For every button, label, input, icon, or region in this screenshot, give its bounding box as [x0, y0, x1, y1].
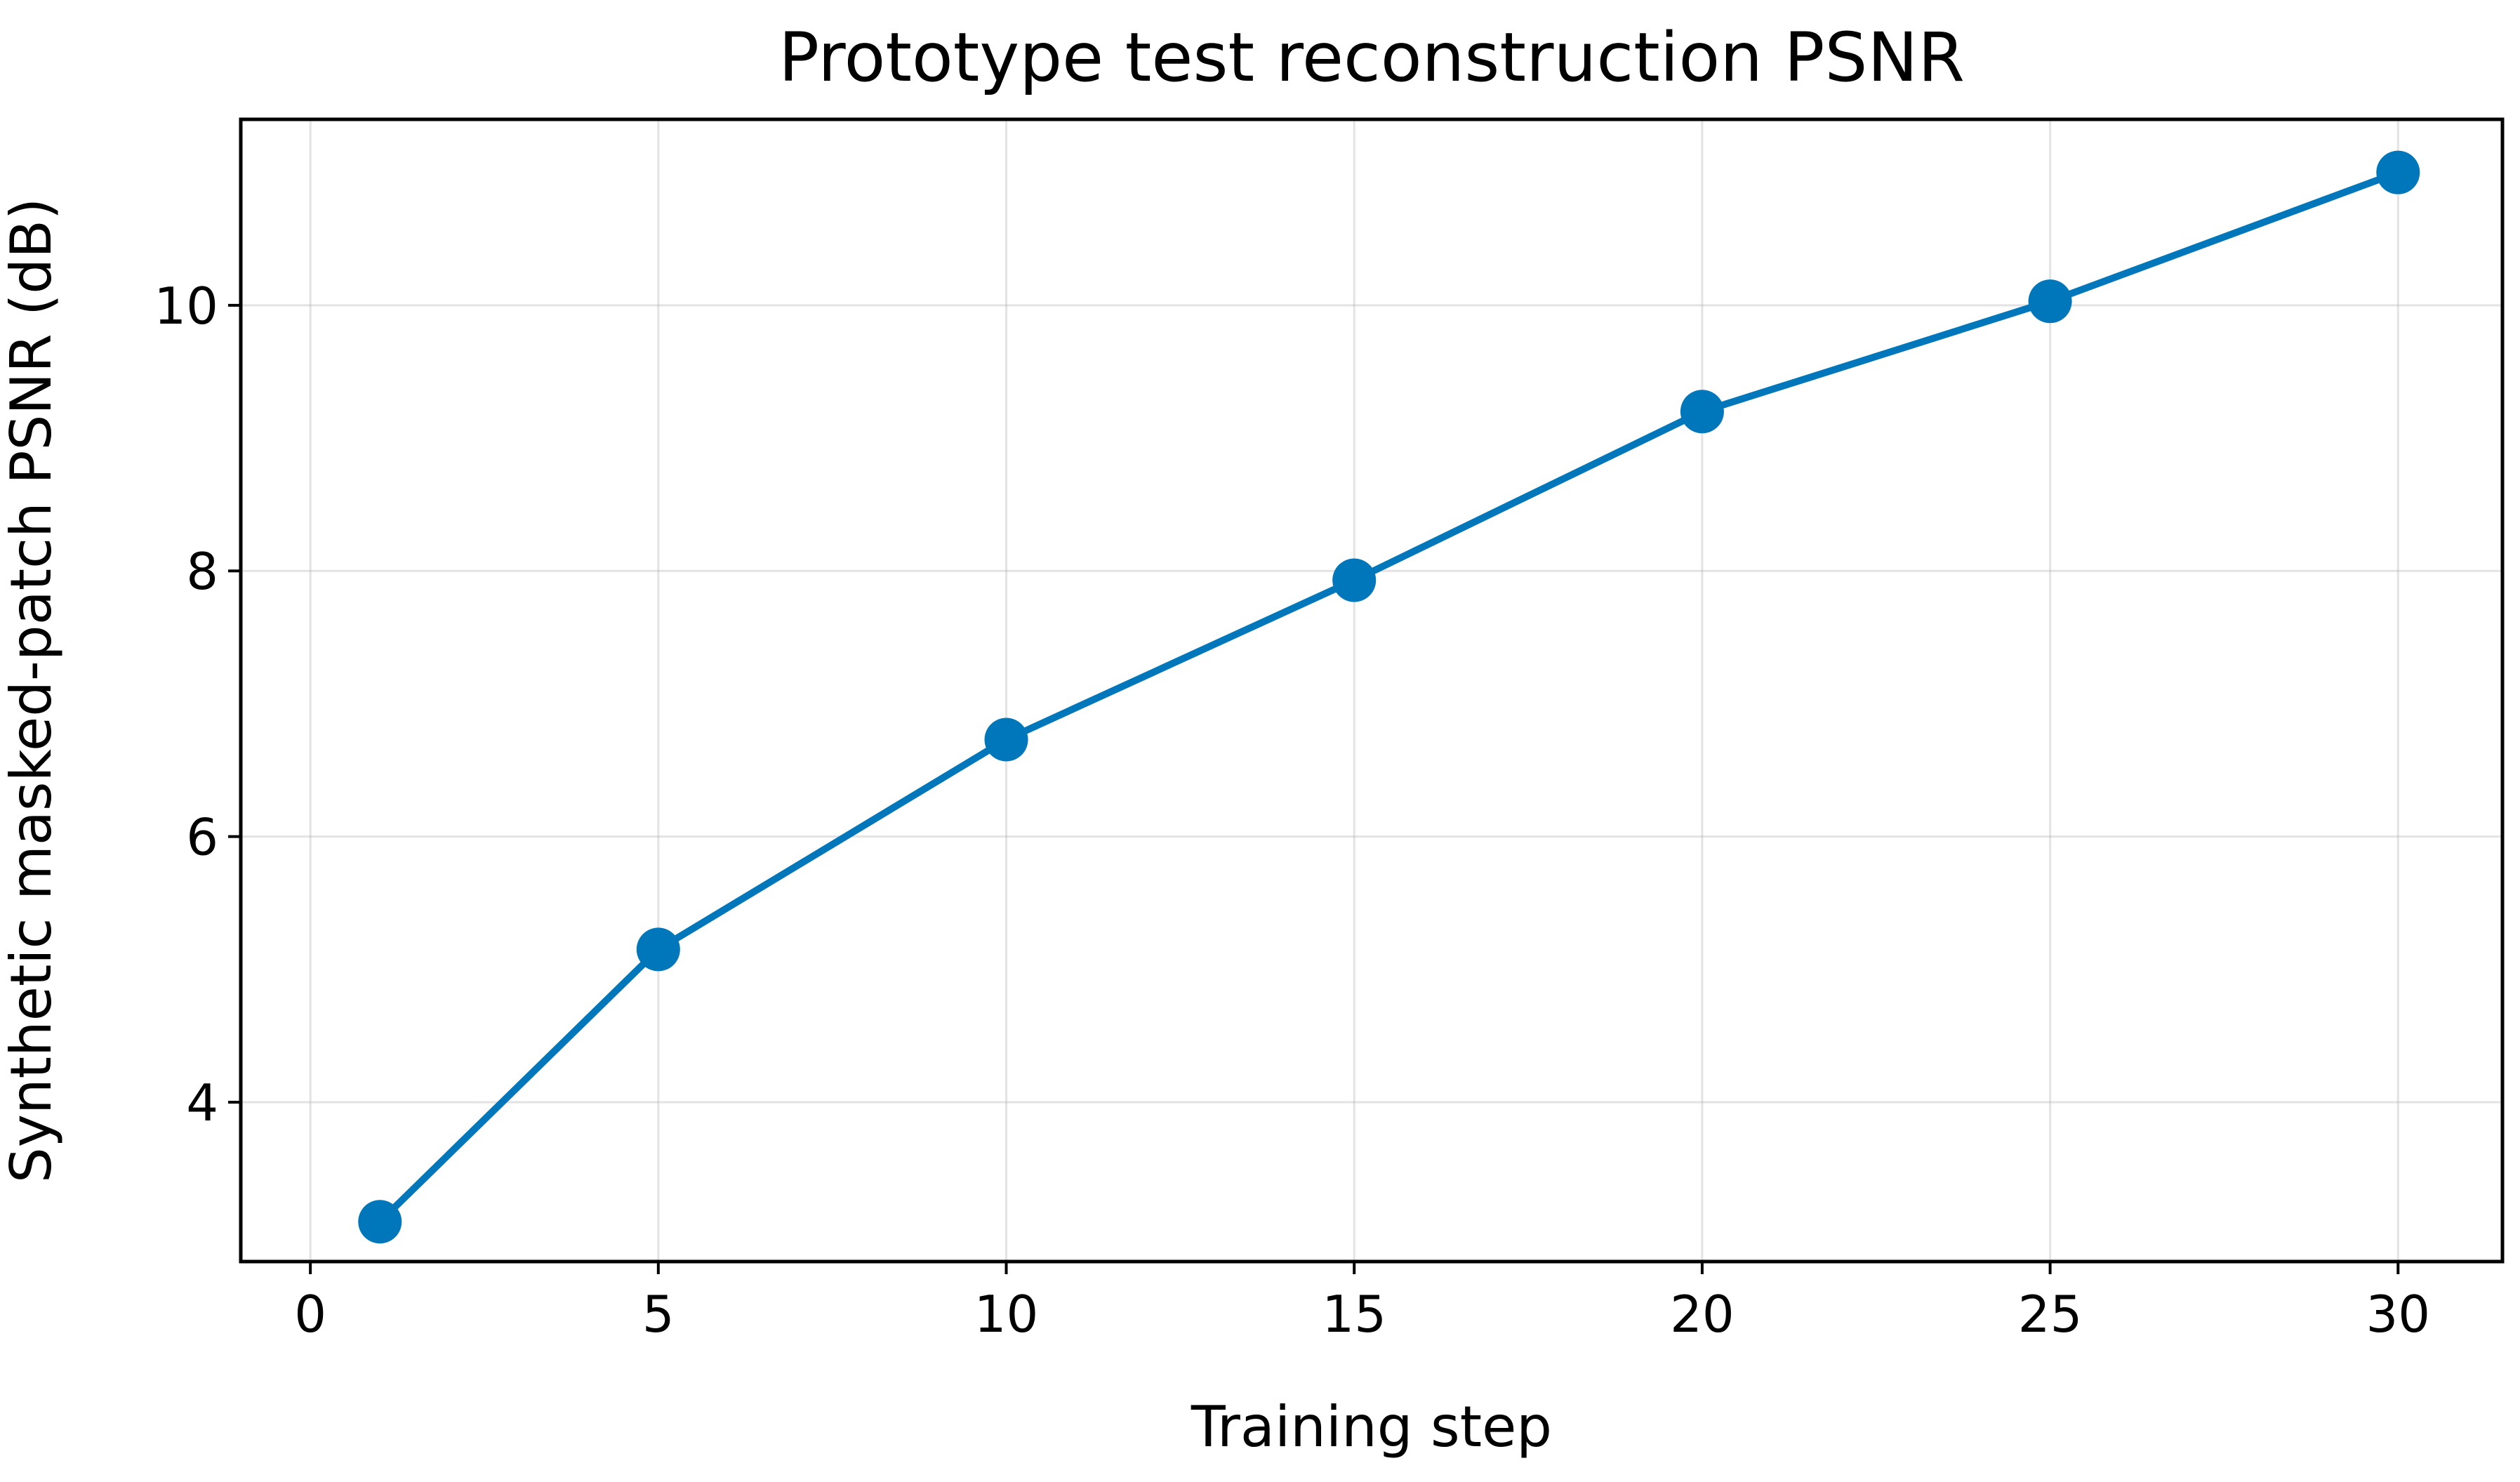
y-tick-label: 6: [186, 808, 218, 867]
data-point: [636, 927, 680, 972]
x-tick-label: 5: [642, 1285, 675, 1344]
x-tick-label: 0: [294, 1285, 326, 1344]
x-tick-label: 10: [974, 1285, 1039, 1344]
series-line: [376, 168, 2402, 1226]
data-point: [2028, 279, 2072, 324]
data-point: [358, 1200, 402, 1244]
series-layer: [358, 150, 2420, 1244]
x-tick-label: 15: [1322, 1285, 1386, 1344]
y-tick-label: 10: [154, 277, 218, 336]
x-tick-label: 20: [1670, 1285, 1735, 1344]
x-tick-label: 30: [2366, 1285, 2430, 1344]
y-axis-title: Synthetic masked-patch PSNR (dB): [0, 198, 64, 1183]
data-point: [1680, 390, 1724, 434]
axis-ticks: 0 5 10 15 20 25 30 4 6 8 10: [154, 277, 2430, 1344]
data-point: [1332, 558, 1377, 602]
chart-title: Prototype test reconstruction PSNR: [778, 18, 1965, 97]
y-tick-label: 4: [186, 1073, 218, 1132]
y-tick-label: 8: [186, 542, 218, 601]
x-tick-label: 25: [2018, 1285, 2083, 1344]
x-axis-title: Training step: [1191, 1394, 1552, 1460]
plot-frame: [239, 117, 2505, 1264]
grid-lines: [241, 119, 2502, 1262]
data-point: [2376, 150, 2420, 194]
data-point: [984, 717, 1028, 762]
